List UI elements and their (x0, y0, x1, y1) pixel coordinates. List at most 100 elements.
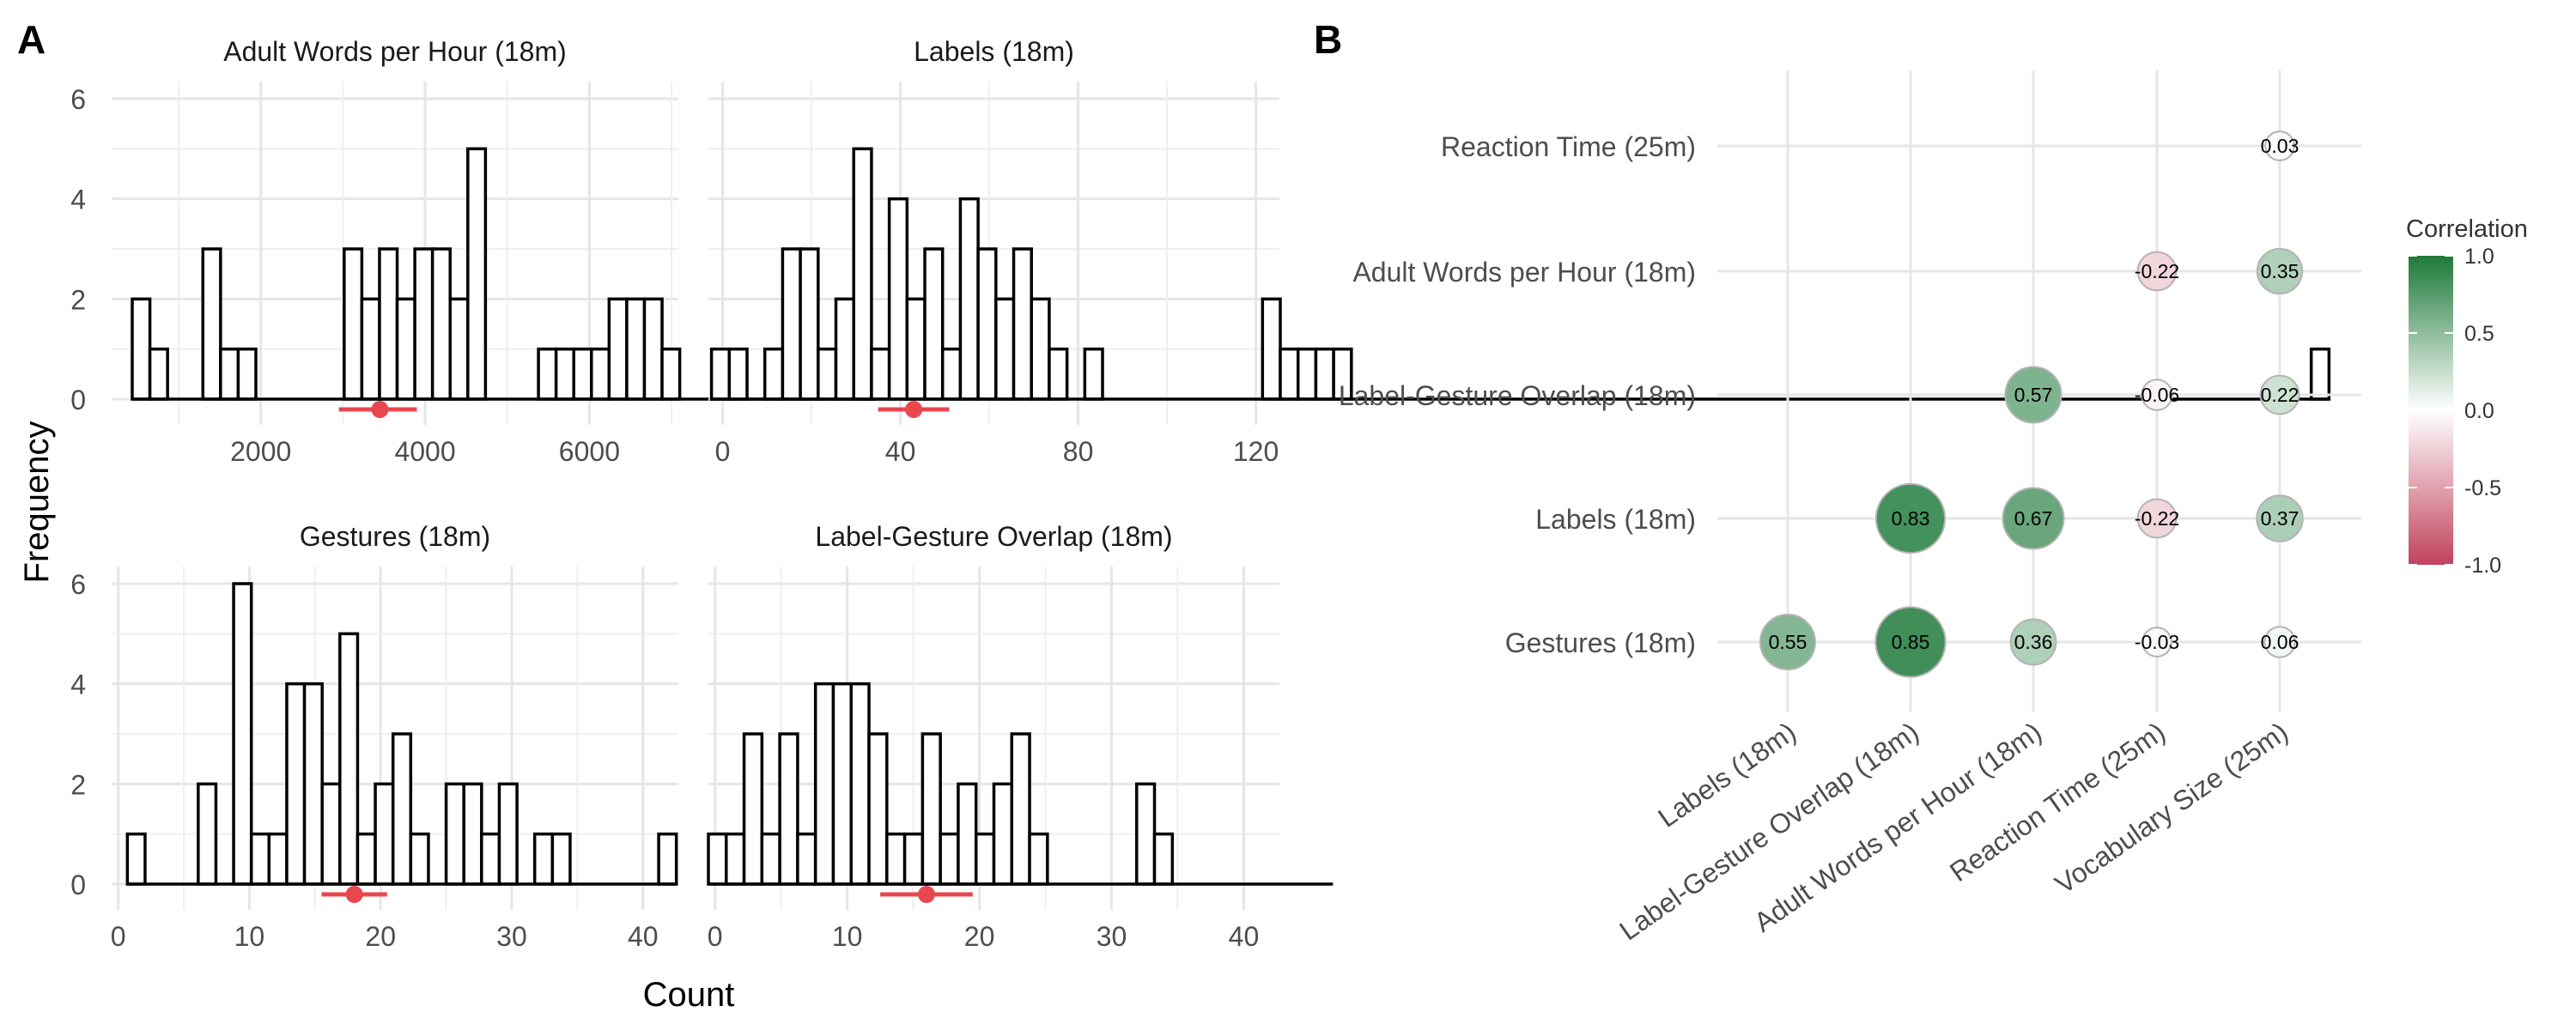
histogram-bar (355, 832, 377, 886)
histogram-bar (219, 347, 240, 401)
histogram-bar (1296, 347, 1318, 401)
histogram-bar (302, 682, 324, 886)
histogram-bar (360, 297, 381, 401)
histogram-bar (1028, 832, 1049, 886)
histogram-title: Gestures (18m) (300, 521, 490, 552)
histogram-bar (817, 347, 838, 401)
histogram-bar (1279, 347, 1300, 401)
y-tick-label: 6 (70, 569, 86, 600)
histogram-bar (201, 247, 222, 401)
x-tick-label: 0 (708, 921, 723, 952)
histogram-bar (131, 297, 152, 401)
corr-bubble (1759, 614, 1816, 670)
histogram-bar (532, 832, 555, 886)
histogram-bar (236, 347, 258, 401)
histogram-bar (849, 682, 871, 886)
histogram-bar (2309, 347, 2331, 401)
x-tick-label: 4000 (394, 436, 455, 467)
histogram-bar (232, 582, 253, 886)
histogram-bar (148, 347, 169, 401)
corr-bubble (2002, 487, 2065, 550)
corr-value-label: 0.36 (2014, 631, 2053, 653)
panel-a-label: A (17, 17, 46, 62)
histogram-bar (497, 782, 519, 886)
histogram-bar (813, 682, 835, 886)
histogram-bar (572, 347, 593, 401)
corr-bubble (2263, 626, 2296, 658)
histogram-bar (197, 782, 218, 886)
legend-tick-label: 0.5 (2464, 322, 2494, 346)
histogram-bar (994, 297, 1016, 401)
histogram-bar (974, 832, 996, 886)
histogram-bar (320, 782, 342, 886)
y-tick-label: 0 (70, 385, 86, 415)
corr-bubble (2142, 627, 2172, 657)
mean-point (917, 886, 935, 903)
corr-value-label: 0.55 (1769, 631, 1807, 653)
corr-value-label: 0.37 (2261, 507, 2300, 530)
panel-b-label: B (1314, 17, 1342, 62)
x-tick-label: 0 (111, 921, 126, 952)
histogram-bar (852, 147, 873, 401)
corr-bubble (2264, 130, 2295, 161)
histogram-bar (940, 347, 963, 401)
histogram-bar (1083, 347, 1104, 401)
x-tick-label: 20 (365, 921, 396, 952)
histogram-x-axis-label: Count (643, 976, 735, 1014)
corr-bubble (1874, 606, 1947, 678)
histogram-bar (725, 832, 746, 886)
histogram-bar (537, 347, 558, 401)
y-tick-label: 2 (70, 284, 86, 315)
histogram-bar (374, 782, 395, 886)
y-tick-label: 6 (70, 84, 86, 115)
mean-point (345, 886, 363, 903)
corr-bubble (2256, 247, 2304, 295)
corr-value-label: -0.06 (2135, 384, 2179, 406)
histogram-bar (1010, 732, 1031, 886)
histogram-bar (1152, 832, 1175, 886)
corr-value-label: 0.03 (2261, 135, 2300, 157)
corr-value-label: -0.22 (2135, 260, 2179, 282)
histogram-y-axis-label: Frequency (18, 421, 56, 584)
histogram-bar (1314, 347, 1335, 401)
legend-tick-label: 1.0 (2464, 245, 2494, 269)
histogram-bar (378, 247, 399, 401)
histogram-bar (834, 297, 855, 401)
corr-y-label-gestures-18m: Gestures (18m) (1505, 627, 1696, 658)
histogram-bar (413, 247, 434, 401)
histogram-bar (343, 247, 364, 401)
histogram-bar (480, 832, 501, 886)
histogram-bar (992, 782, 1014, 886)
histogram-bar (625, 297, 647, 401)
histogram-bar (778, 732, 799, 886)
histogram-bar (905, 297, 927, 401)
corr-value-label: 0.67 (2014, 507, 2053, 530)
mean-point (905, 401, 923, 418)
histogram-bar (742, 732, 764, 886)
corr-bubble (2136, 498, 2178, 539)
y-tick-label: 0 (70, 869, 86, 900)
correlation-legend: Correlation 1.0 0.5 0.0 -0.5 -1.0 (2406, 215, 2528, 578)
corr-x-label-reaction-time-25m: Reaction Time (25m) (1944, 716, 2171, 888)
corr-bubble (2004, 366, 2063, 424)
histogram-bar (867, 732, 889, 886)
histogram-bar (550, 832, 572, 886)
x-tick-label: 10 (234, 921, 265, 952)
histogram-bar (444, 782, 465, 886)
histogram-bar (781, 247, 802, 401)
histogram-bar (391, 732, 413, 886)
corr-y-label-reaction-time-25m: Reaction Time (25m) (1441, 131, 1696, 162)
histogram-bar (920, 732, 942, 886)
histogram-bar (590, 347, 611, 401)
histogram-bar (887, 197, 909, 401)
corr-value-label: 0.85 (1892, 631, 1930, 653)
histogram-bar (760, 832, 781, 886)
histogram-bar (448, 297, 470, 401)
histogram-bar (338, 632, 360, 886)
histogram-bar (870, 347, 891, 401)
corr-bubble (2136, 251, 2178, 292)
histogram-panel-gestures-18m: 0 2 4 6 0 10 20 30 40 Gestures (18m) (70, 521, 678, 952)
histogram-bar (249, 832, 271, 886)
histogram-bar (958, 197, 980, 401)
